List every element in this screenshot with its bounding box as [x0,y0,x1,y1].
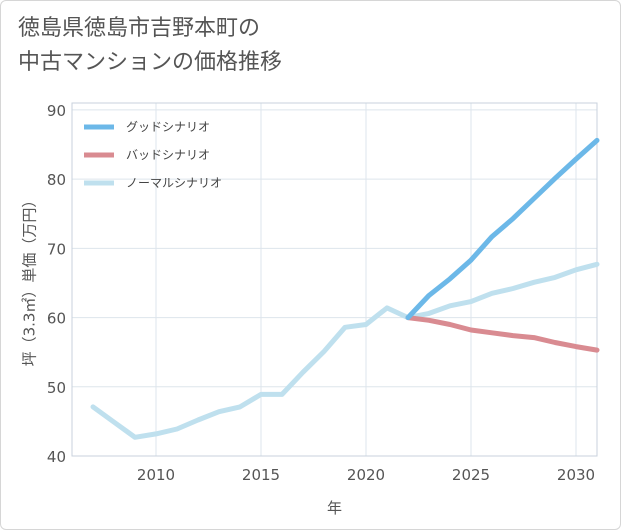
chart-title-line-2: 中古マンションの価格推移 [18,50,283,75]
legend-label-0: グッドシナリオ [126,120,210,134]
y-tick-label: 50 [47,379,66,397]
plot-area [71,102,598,457]
y-tick-label: 80 [47,171,66,189]
series-line-1 [405,315,600,353]
y-tick-label: 40 [47,448,66,466]
series-line-0 [405,137,600,321]
grid-lines [72,103,597,457]
legend-label-1: バッドシナリオ [126,148,210,162]
x-tick-label: 2010 [137,466,175,484]
y-tick-label: 70 [47,240,66,258]
chart-title-line-1: 徳島県徳島市吉野本町の [18,16,261,41]
y-tick-label: 90 [47,102,66,120]
chart-title: 徳島県徳島市吉野本町の 中古マンションの価格推移 [18,12,282,80]
x-tick-label: 2025 [452,466,490,484]
x-tick-label: 2015 [242,466,280,484]
x-tick-label: 2030 [557,466,595,484]
x-tick-label: 2020 [347,466,385,484]
y-axis-label: 坪（3.3㎡）単価（万円） [21,193,39,367]
series-line-2 [90,261,600,440]
y-axis-ticks: 40 50 60 70 80 90 [47,102,66,466]
series-lines [90,137,600,440]
legend-label-2: ノーマルシナリオ [126,176,222,190]
x-axis-ticks: 2010 2015 2020 2025 2030 [137,466,595,484]
y-tick-label: 60 [47,310,66,328]
x-axis-label: 年 [327,499,342,517]
